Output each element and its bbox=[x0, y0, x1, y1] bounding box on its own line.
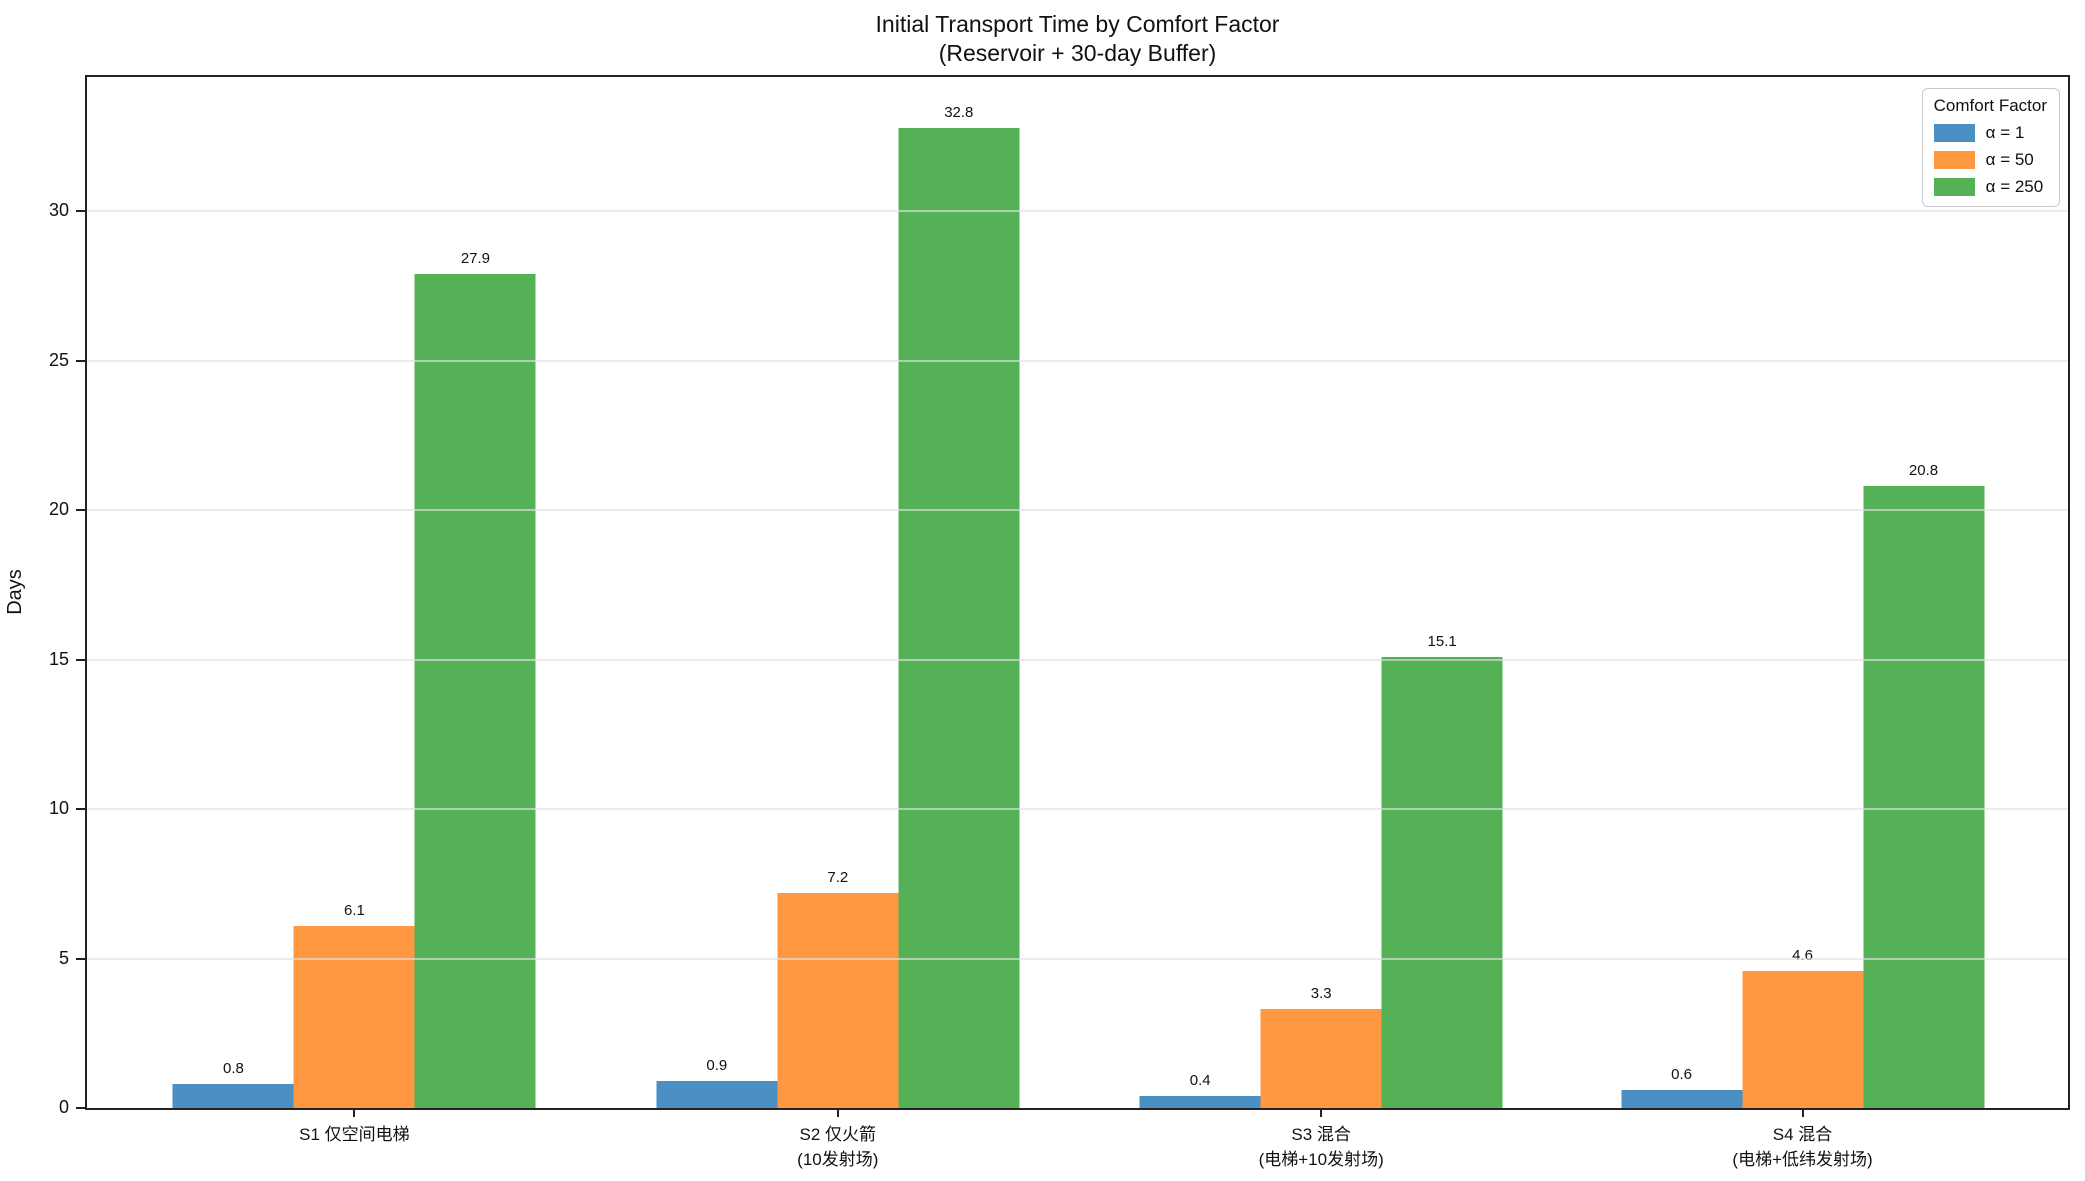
bar-α=1-group2: 0.9 bbox=[656, 1057, 778, 1108]
bar-value-label: 0.4 bbox=[1189, 1072, 1211, 1090]
y-tick-30 bbox=[76, 210, 85, 213]
x-tick-label-1: S1 仅空间电梯 bbox=[299, 1122, 410, 1147]
legend-entry-3: α = 250 bbox=[1933, 177, 2047, 197]
bar-α=250-group4: 20.8 bbox=[1863, 462, 1985, 1108]
bar-α=250-group3: 15.1 bbox=[1381, 633, 1503, 1108]
bar-value-label: 0.8 bbox=[222, 1060, 244, 1078]
chart-title-block: Initial Transport Time by Comfort Factor… bbox=[85, 10, 2070, 68]
bar-group-2: 0.9 7.2 32.8 bbox=[656, 77, 1020, 1108]
bar-α=250-group2: 32.8 bbox=[898, 104, 1020, 1108]
x-tick-label-line: S1 仅空间电梯 bbox=[299, 1125, 410, 1144]
bar-α=50-group3: 3.3 bbox=[1260, 985, 1382, 1108]
y-tick-label-10: 10 bbox=[48, 798, 69, 819]
bar-value-label: 20.8 bbox=[1908, 462, 1939, 480]
chart-title: Initial Transport Time by Comfort Factor bbox=[875, 11, 1280, 37]
y-tick-15 bbox=[76, 658, 85, 661]
y-tick-label-5: 5 bbox=[58, 947, 69, 968]
y-tick-0 bbox=[76, 1107, 85, 1109]
y-gridline-20 bbox=[87, 509, 2068, 512]
bar-α=50-group2: 7.2 bbox=[777, 869, 899, 1108]
legend-entry-2: α = 50 bbox=[1933, 150, 2047, 170]
legend-swatch-icon bbox=[1933, 178, 1975, 196]
bar-value-label: 15.1 bbox=[1427, 632, 1457, 650]
bar-α=1-group3: 0.4 bbox=[1139, 1072, 1261, 1108]
x-tick-label-line: S2 仅火箭 bbox=[799, 1125, 877, 1144]
bar-value-label: 4.6 bbox=[1792, 946, 1813, 964]
x-tick-label-line: S3 混合 bbox=[1291, 1125, 1351, 1144]
x-tick-label-line: (10发射场) bbox=[797, 1150, 879, 1169]
plot-area: Comfort Factor α = 1 α = 50 α = 250 0 5 10 15… bbox=[49, 75, 2070, 1169]
y-tick-label-30: 30 bbox=[48, 200, 69, 221]
bar-group-3: 0.4 3.3 15.1 bbox=[1139, 77, 1503, 1108]
x-tick-4 bbox=[1801, 1108, 1804, 1117]
bar-α=250-group1: 27.9 bbox=[414, 250, 536, 1108]
y-tick-20 bbox=[76, 509, 85, 512]
y-tick-10 bbox=[76, 808, 85, 811]
bar-value-label: 0.9 bbox=[706, 1057, 728, 1075]
x-tick-label-line: (电梯+低纬发射场) bbox=[1732, 1150, 1873, 1169]
y-tick-25 bbox=[76, 359, 85, 362]
bar-group-4: 0.6 4.6 20.8 bbox=[1621, 77, 1985, 1108]
legend-swatch-icon bbox=[1933, 151, 1975, 169]
x-tick-label-2: S2 仅火箭 (10发射场) bbox=[797, 1122, 878, 1172]
bar-α=1-group4: 0.6 bbox=[1621, 1066, 1743, 1108]
y-gridline-10 bbox=[87, 808, 2068, 811]
y-tick-label-0: 0 bbox=[58, 1097, 69, 1117]
bar-value-label: 7.2 bbox=[827, 868, 849, 886]
x-tick-1 bbox=[353, 1108, 356, 1117]
bar-group-1: 0.8 6.1 27.9 bbox=[172, 77, 536, 1108]
y-gridline-15 bbox=[87, 658, 2068, 661]
y-tick-label-15: 15 bbox=[48, 648, 69, 669]
bar-value-label: 0.6 bbox=[1671, 1066, 1692, 1084]
bar-α=50-group1: 6.1 bbox=[293, 902, 415, 1108]
y-tick-label-20: 20 bbox=[48, 499, 69, 520]
bar-value-label: 27.9 bbox=[460, 250, 491, 268]
legend-entry-label: α = 50 bbox=[1985, 150, 2034, 169]
legend-title: Comfort Factor bbox=[1933, 96, 2047, 115]
bar-α=50-group4: 4.6 bbox=[1742, 947, 1864, 1108]
y-gridline-5 bbox=[87, 957, 2068, 960]
bar-α=1-group1: 0.8 bbox=[172, 1060, 294, 1108]
x-tick-label-3: S3 混合 (电梯+10发射场) bbox=[1259, 1122, 1384, 1172]
y-tick-label-25: 25 bbox=[48, 349, 69, 370]
x-tick-3 bbox=[1320, 1108, 1323, 1117]
legend-entry-label: α = 1 bbox=[1985, 123, 2025, 142]
x-tick-label-4: S4 混合 (电梯+低纬发射场) bbox=[1732, 1122, 1872, 1172]
legend-entry-1: α = 1 bbox=[1933, 123, 2047, 143]
y-gridline-25 bbox=[87, 359, 2068, 362]
legend-entries: α = 1 α = 50 α = 250 bbox=[1933, 123, 2047, 197]
y-tick-5 bbox=[76, 957, 85, 960]
bar-value-label: 32.8 bbox=[944, 103, 974, 121]
legend-box: Comfort Factor α = 1 α = 50 α = 250 bbox=[1921, 88, 2060, 207]
bar-value-label: 6.1 bbox=[343, 901, 365, 919]
legend-swatch-icon bbox=[1933, 124, 1975, 142]
bar-value-label: 3.3 bbox=[1310, 985, 1332, 1003]
y-gridline-30 bbox=[87, 210, 2068, 213]
chart-subtitle: (Reservoir + 30-day Buffer) bbox=[938, 40, 1217, 66]
y-axis-label: Days bbox=[4, 569, 26, 615]
x-tick-2 bbox=[836, 1108, 839, 1117]
legend-entry-label: α = 250 bbox=[1985, 177, 2044, 196]
x-tick-label-line: S4 混合 bbox=[1772, 1125, 1833, 1144]
x-tick-label-line: (电梯+10发射场) bbox=[1258, 1150, 1384, 1169]
